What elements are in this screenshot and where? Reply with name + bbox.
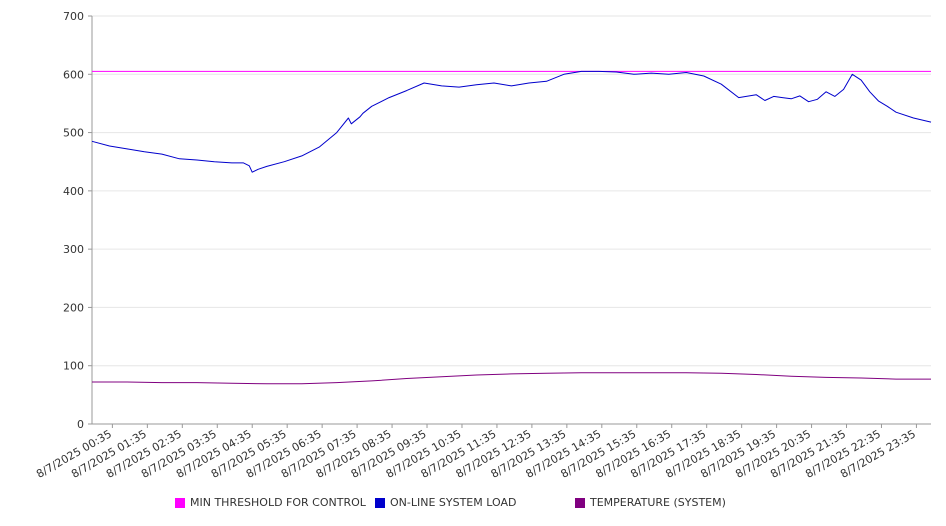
y-tick-label: 200 xyxy=(63,301,84,314)
legend-swatch-system-load xyxy=(375,497,385,508)
legend-item-min-threshold[interactable]: MIN THRESHOLD FOR CONTROL xyxy=(175,496,366,509)
series-temperature-line xyxy=(92,372,931,385)
legend: MIN THRESHOLD FOR CONTROL ON-LINE SYSTEM… xyxy=(0,496,946,516)
axes xyxy=(91,16,931,425)
legend-item-temperature[interactable]: TEMPERATURE (SYSTEM) xyxy=(575,496,726,509)
legend-swatch-min-threshold xyxy=(175,497,185,508)
series-system-load-line xyxy=(91,70,932,173)
legend-label-temperature: TEMPERATURE (SYSTEM) xyxy=(590,496,726,509)
series-lines xyxy=(91,70,932,385)
y-tick-label: 600 xyxy=(63,68,84,81)
y-tick-label: 300 xyxy=(63,243,84,256)
legend-swatch-temperature xyxy=(575,497,585,508)
y-tick-labels: 0 100 200 300 400 500 600 700 xyxy=(63,10,92,431)
legend-item-system-load[interactable]: ON-LINE SYSTEM LOAD xyxy=(375,496,516,509)
y-tick-label: 400 xyxy=(63,185,84,198)
y-tick-label: 700 xyxy=(63,10,84,23)
y-tick-label: 500 xyxy=(63,127,84,140)
legend-label-min-threshold: MIN THRESHOLD FOR CONTROL xyxy=(190,496,366,509)
gridlines xyxy=(92,15,931,367)
y-tick-label: 0 xyxy=(77,418,84,431)
y-tick-label: 100 xyxy=(63,360,84,373)
x-tick-labels: 8/7/2025 00:358/7/2025 01:358/7/2025 02:… xyxy=(34,424,918,481)
legend-label-system-load: ON-LINE SYSTEM LOAD xyxy=(390,496,517,509)
